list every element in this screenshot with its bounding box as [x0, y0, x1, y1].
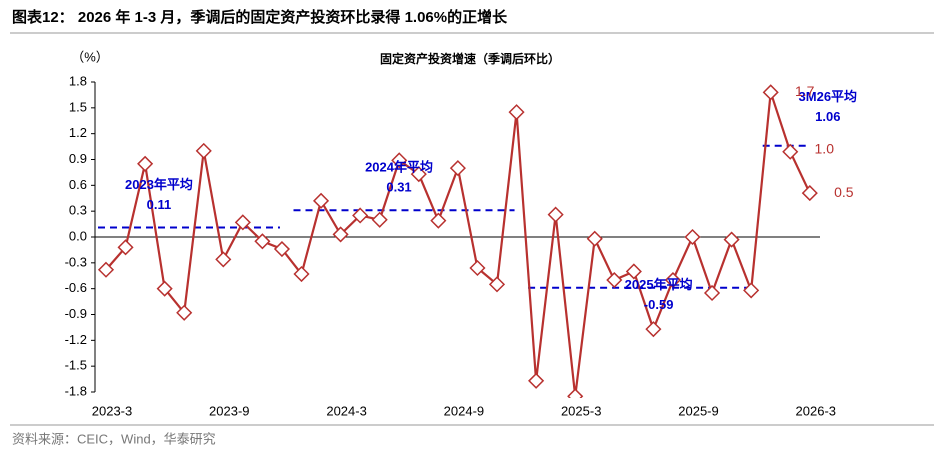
- point: [625, 263, 642, 280]
- average-value: 1.06: [815, 109, 840, 124]
- point: [97, 261, 115, 278]
- chart-title: 图表12： 2026 年 1-3 月，季调后的固定资产投资环比录得 1.06%的…: [12, 8, 508, 26]
- average-label: 2024年平均: [365, 160, 433, 175]
- point: [684, 228, 701, 246]
- point: [352, 207, 369, 224]
- point: [547, 206, 564, 223]
- point: [332, 226, 349, 243]
- average-value: 0.31: [386, 180, 411, 195]
- point: [410, 166, 427, 183]
- point: [743, 282, 760, 299]
- y-tick-label: -0.9: [65, 306, 87, 321]
- point: [254, 233, 271, 250]
- series-line: [105, 91, 811, 397]
- x-tick-label: 2024-3: [326, 403, 366, 418]
- y-tick-label: -1.8: [65, 383, 87, 398]
- x-tick-label: 2025-9: [678, 403, 718, 418]
- value-label: 1.7: [795, 83, 815, 99]
- x-tick-label: 2023-9: [209, 403, 249, 418]
- point: [586, 230, 603, 247]
- plot: [97, 84, 818, 398]
- y-tick-label: 0.6: [69, 177, 87, 192]
- point: [312, 192, 330, 209]
- point: [117, 239, 134, 256]
- x-tick-label: 2025-3: [561, 403, 601, 418]
- y-tick-label: 1.2: [69, 125, 87, 140]
- average-value: -0.59: [644, 297, 674, 312]
- point: [488, 276, 506, 293]
- value-label: 1.0: [815, 140, 835, 156]
- y-tick-label: 1.5: [69, 99, 87, 114]
- point: [645, 321, 662, 338]
- point: [606, 271, 623, 289]
- y-tick-label: 0.0: [69, 228, 87, 243]
- x-tick-label: 2026-3: [796, 403, 836, 418]
- point: [137, 155, 154, 172]
- y-tick-label: -0.3: [65, 254, 87, 269]
- point: [391, 152, 408, 169]
- point: [176, 304, 193, 321]
- point: [567, 388, 584, 398]
- x-tick-label: 2023-3: [92, 403, 132, 418]
- source: 资料来源：CEIC，Wind，华泰研究: [12, 431, 216, 446]
- point: [723, 231, 740, 248]
- point: [273, 240, 291, 258]
- point: [508, 104, 525, 121]
- y-tick-label: -1.5: [65, 358, 87, 373]
- point: [469, 259, 486, 277]
- point: [234, 214, 251, 231]
- point: [430, 212, 447, 229]
- average-label: 2023年平均: [125, 177, 193, 192]
- point: [156, 280, 173, 297]
- y-tick-label: 1.8: [69, 73, 87, 88]
- y-tick-label: -1.2: [65, 332, 87, 347]
- average-value: 0.11: [147, 197, 172, 212]
- point: [782, 143, 799, 160]
- point: [449, 160, 466, 177]
- point: [195, 142, 212, 159]
- point: [801, 185, 818, 202]
- point: [762, 84, 779, 101]
- y-tick-label: 0.3: [69, 203, 87, 218]
- y-tick-label: -0.6: [65, 280, 87, 295]
- y-unit: （%）: [71, 49, 109, 64]
- value-label: 0.5: [834, 184, 854, 200]
- point: [371, 211, 388, 228]
- chart-subtitle: 固定资产投资增速（季调后环比）: [380, 51, 560, 66]
- point: [293, 265, 310, 283]
- average-label: 3M26平均: [799, 89, 858, 104]
- point: [215, 251, 232, 268]
- x-tick-label: 2024-9: [444, 403, 484, 418]
- point: [664, 271, 682, 289]
- point: [703, 284, 721, 302]
- average-label: 2025年平均: [625, 277, 693, 292]
- point: [528, 372, 545, 389]
- y-tick-label: 0.9: [69, 151, 87, 166]
